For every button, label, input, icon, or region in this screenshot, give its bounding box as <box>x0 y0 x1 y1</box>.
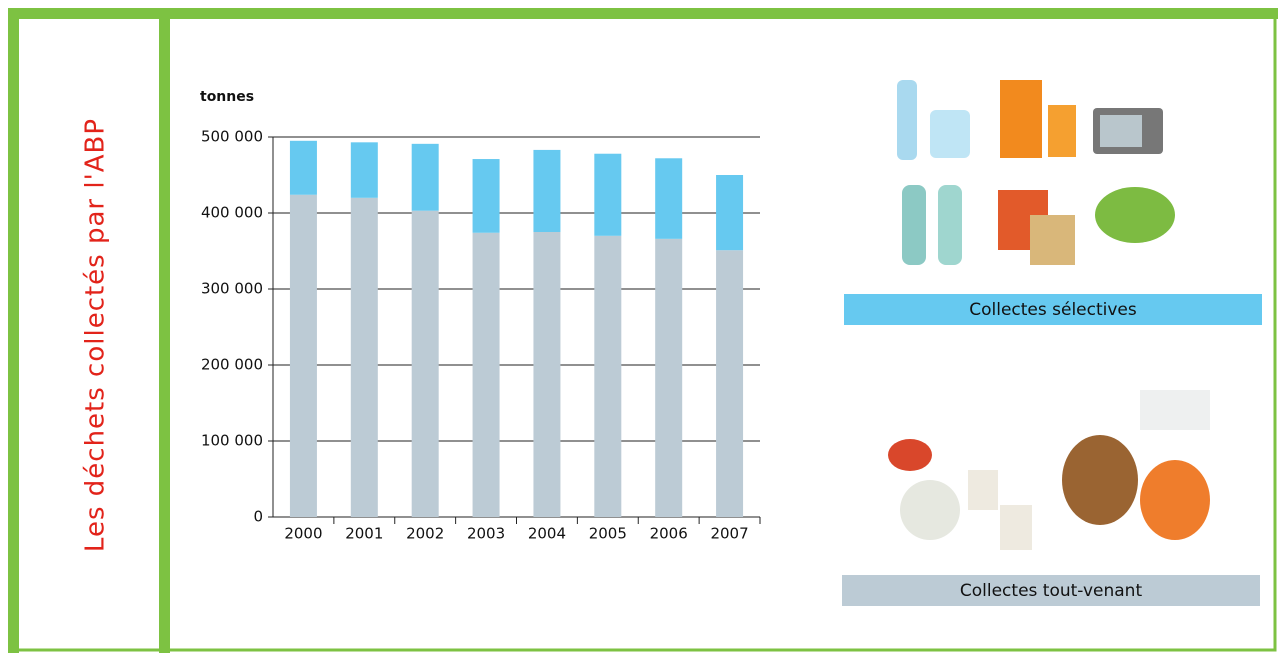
bar-segment <box>716 175 744 251</box>
bar-segment <box>594 153 622 236</box>
bar-segment <box>472 159 500 233</box>
bar-segment <box>533 149 561 232</box>
x-tick-label: 2005 <box>589 525 627 543</box>
x-tick-label: 2000 <box>284 525 322 543</box>
bar-segment <box>655 158 683 239</box>
y-tick-label: 0 <box>253 508 263 526</box>
bar-segment <box>289 140 317 195</box>
y-tick-label: 200 000 <box>201 356 263 374</box>
frame-left <box>8 8 19 653</box>
x-tick-label: 2004 <box>528 525 566 543</box>
bar-segment <box>594 235 622 518</box>
y-tick-label: 500 000 <box>201 128 263 146</box>
x-tick-label: 2006 <box>650 525 688 543</box>
bar-segment <box>533 232 561 517</box>
bar-segment <box>716 250 744 518</box>
y-tick-label: 100 000 <box>201 432 263 450</box>
y-tick-label: 300 000 <box>201 280 263 298</box>
legend-label: Collectes tout-venant <box>960 581 1143 601</box>
x-tick-label: 2007 <box>710 525 748 543</box>
bar-segment <box>411 143 439 211</box>
x-tick-label: 2002 <box>406 525 444 543</box>
x-tick-label: 2003 <box>467 525 505 543</box>
y-axis-label: tonnes <box>200 89 254 105</box>
illustrations <box>888 80 1210 550</box>
legend-swatch <box>842 575 1260 606</box>
side-title: Les déchets collectés par l'ABP <box>81 118 111 552</box>
legend-swatch <box>844 294 1262 325</box>
bar-segment <box>411 210 439 517</box>
frame <box>11 11 1277 652</box>
frame-top <box>8 8 1278 19</box>
bar-segment <box>655 238 683 517</box>
y-tick-label: 400 000 <box>201 204 263 222</box>
bar-segment <box>472 232 500 517</box>
bar-segment <box>350 197 378 518</box>
x-tick-label: 2001 <box>345 525 383 543</box>
bar-segment <box>350 142 378 198</box>
frame-divider <box>159 8 170 653</box>
bar-segment <box>289 194 317 517</box>
legend-label: Collectes sélectives <box>969 300 1137 320</box>
